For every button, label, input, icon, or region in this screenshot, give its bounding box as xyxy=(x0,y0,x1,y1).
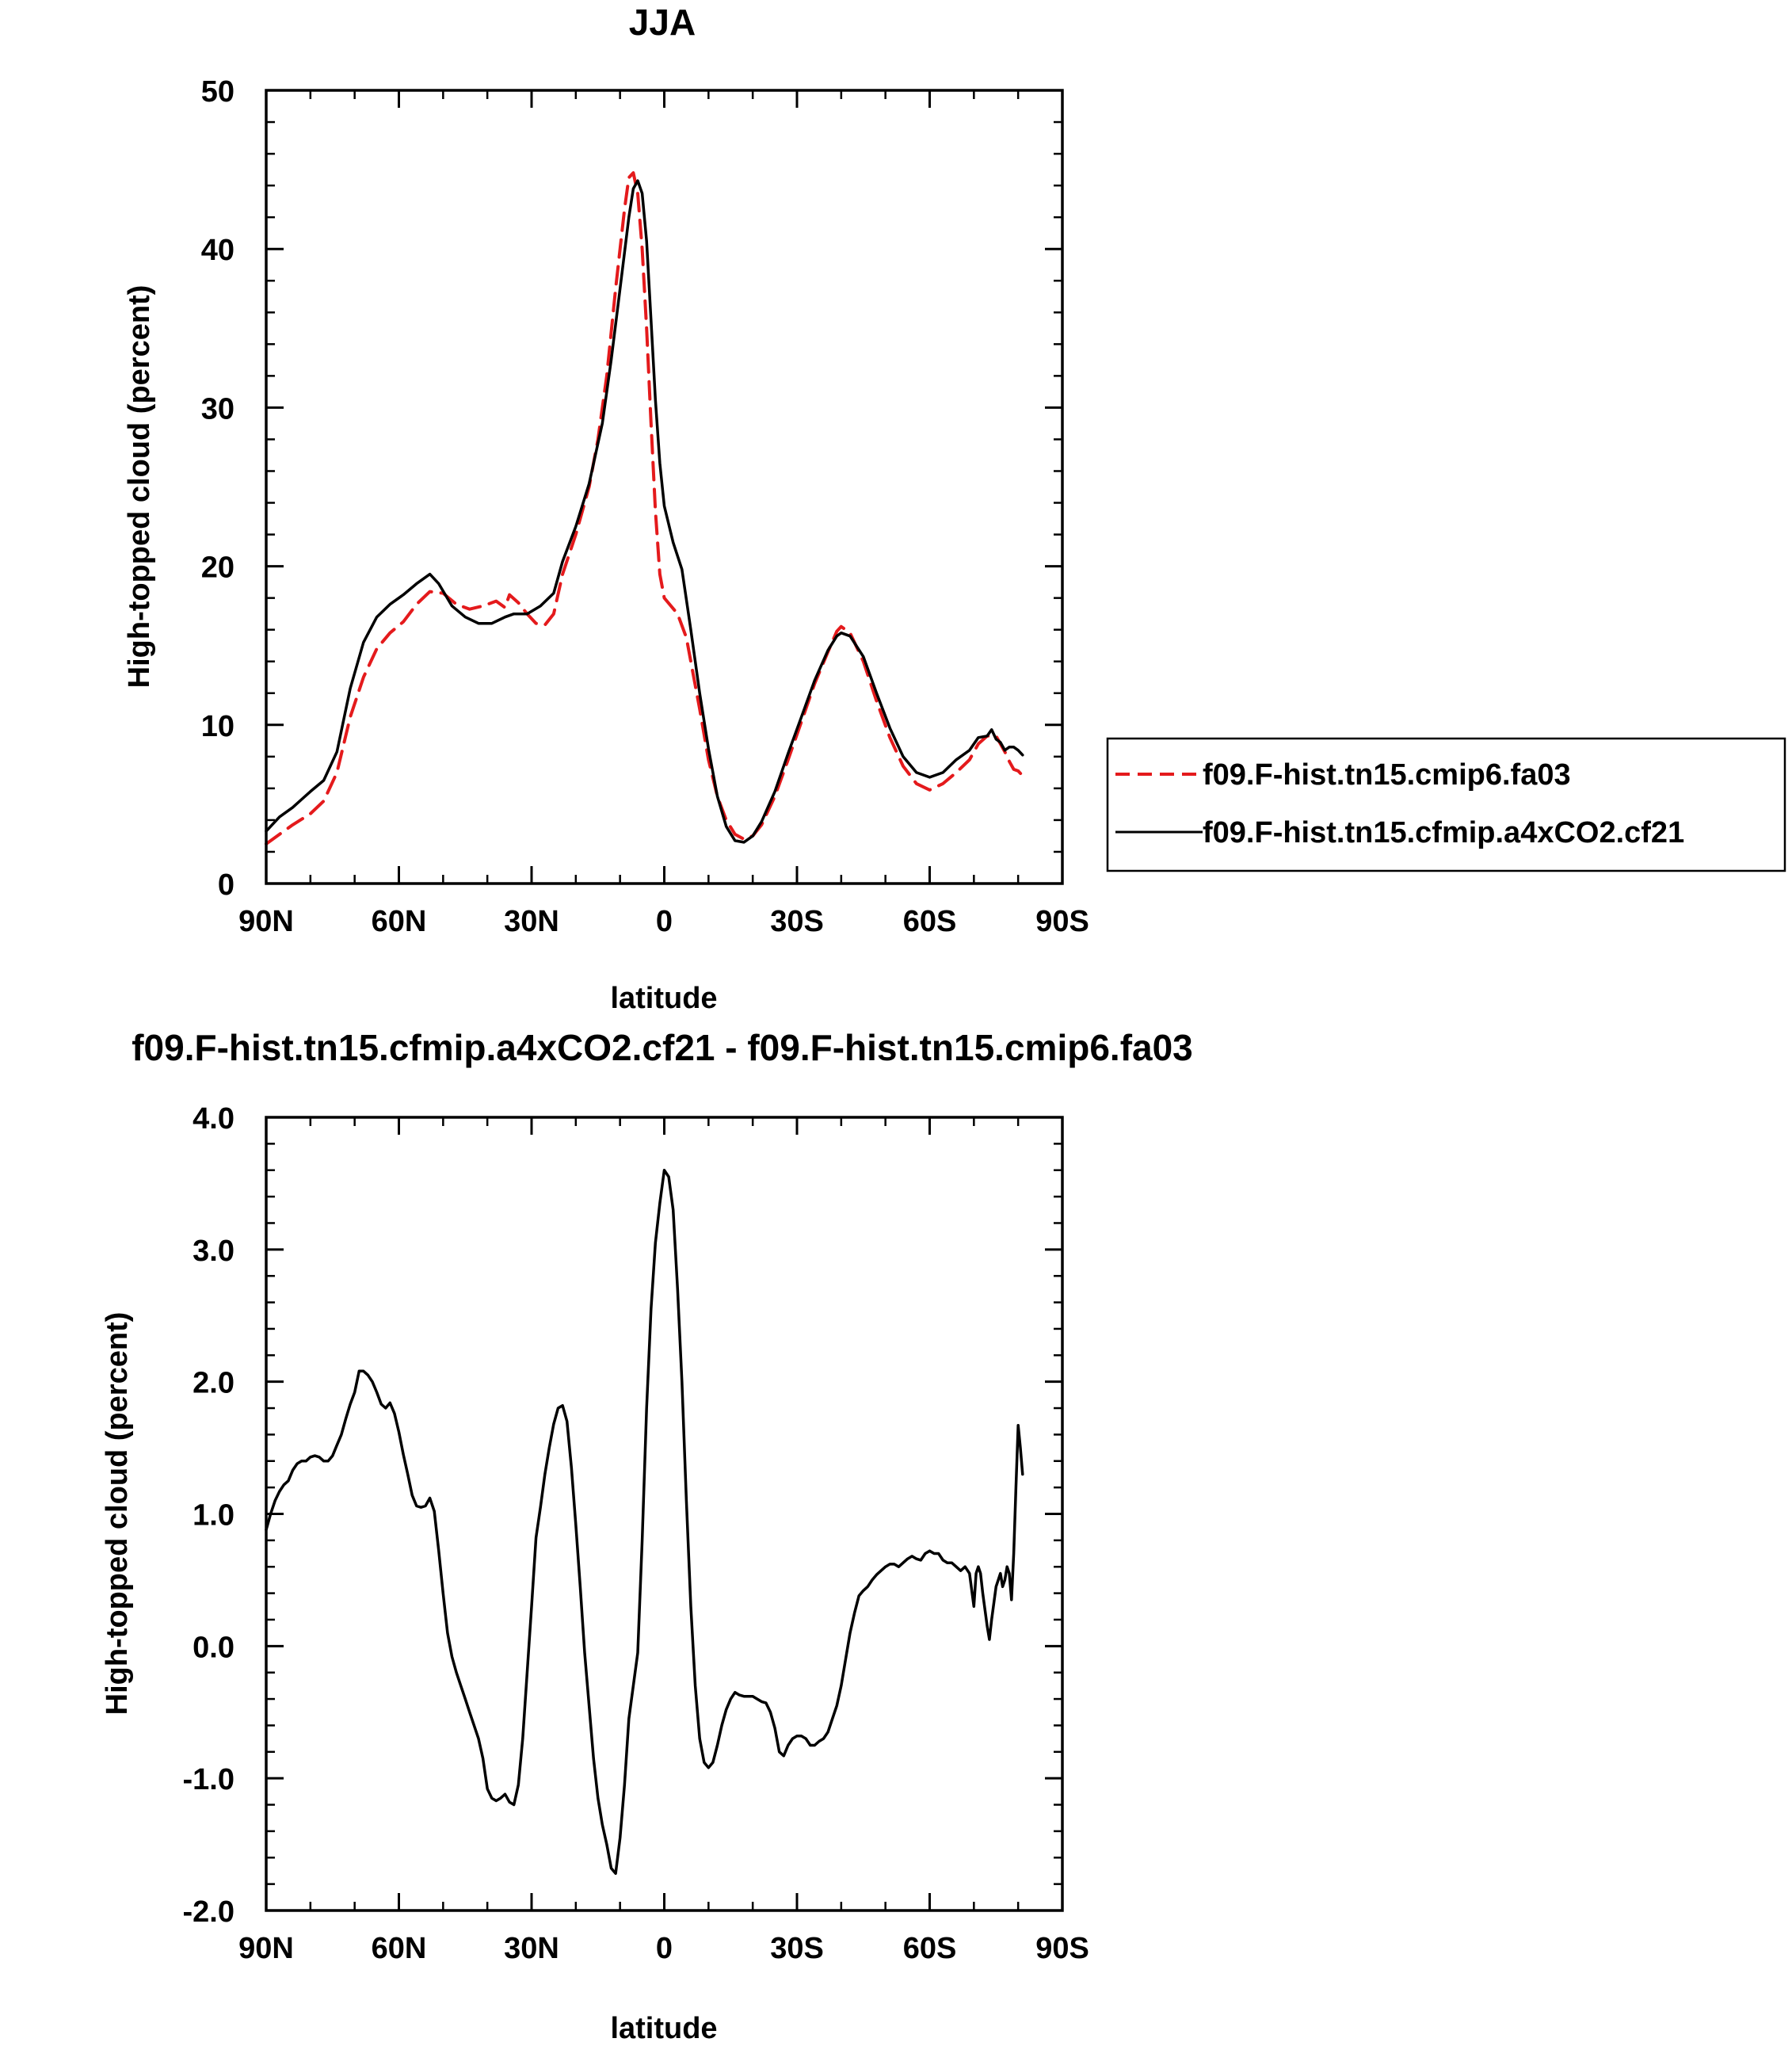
series-line-1-0 xyxy=(265,1168,1024,1876)
legend-label-cf21: f09.F-hist.tn15.cfmip.a4xCO2.cf21 xyxy=(1203,816,1684,849)
x-tick-label: 0 xyxy=(656,1932,673,1965)
top-chart-series xyxy=(265,171,1024,846)
x-tick-label: 30N xyxy=(504,905,559,938)
y-tick-label: 0 xyxy=(218,868,234,902)
bottom-chart-axes: 90N 60N 30N 0 30S 60S 90S -2.0 -1.0 0.0 1.0 2.0 3.0 4… xyxy=(183,1102,1089,1965)
top-chart-legend: f09.F-hist.tn15.cmip6.fa03 f09.F-hist.tn… xyxy=(1106,737,1786,872)
legend-label-fa03: f09.F-hist.tn15.cmip6.fa03 xyxy=(1203,758,1571,792)
series-line-0-0 xyxy=(265,171,1024,846)
bottom-chart-plot-frame xyxy=(265,1116,1064,1912)
y-tick-label: 2.0 xyxy=(193,1367,234,1400)
y-tick-label: 1.0 xyxy=(193,1499,234,1533)
top-chart-plot-frame xyxy=(265,89,1064,885)
y-tick-label: 3.0 xyxy=(193,1235,234,1268)
x-tick-label: 90S xyxy=(1035,905,1089,938)
y-tick-label: 30 xyxy=(201,392,234,426)
x-tick-label: 60N xyxy=(372,1932,427,1965)
y-tick-label: 0.0 xyxy=(193,1631,234,1664)
y-tick-label: -1.0 xyxy=(183,1763,234,1796)
series-line-0-1 xyxy=(265,179,1024,844)
top-chart-title: JJA xyxy=(629,2,696,43)
bottom-chart-panel: f09.F-hist.tn15.cfmip.a4xCO2.cf21 - f09.… xyxy=(101,1027,1193,2045)
y-tick-label: 40 xyxy=(201,234,234,267)
x-tick-label: 60S xyxy=(903,905,957,938)
x-tick-label: 30N xyxy=(504,1932,559,1965)
top-chart-axes: 90N 60N 30N 0 30S 60S 90S 0 10 20 30 40 50 xyxy=(201,75,1089,938)
x-tick-label: 60N xyxy=(372,905,427,938)
x-tick-label: 90N xyxy=(238,1932,294,1965)
y-tick-label: 20 xyxy=(201,552,234,585)
bottom-chart-series xyxy=(265,1168,1024,1876)
top-chart-y-axis-label: High-topped cloud (percent) xyxy=(123,285,156,689)
top-chart-x-axis-label: latitude xyxy=(610,982,717,1015)
y-tick-label: -2.0 xyxy=(183,1895,234,1929)
bottom-chart-x-axis-label: latitude xyxy=(610,2012,717,2045)
y-tick-label: 4.0 xyxy=(193,1102,234,1136)
x-tick-label: 30S xyxy=(770,905,824,938)
x-tick-label: 90S xyxy=(1035,1932,1089,1965)
x-tick-label: 0 xyxy=(656,905,673,938)
legend-box xyxy=(1106,737,1786,872)
bottom-chart-y-axis-label: High-topped cloud (percent) xyxy=(101,1312,134,1716)
x-tick-label: 60S xyxy=(903,1932,957,1965)
bottom-chart-title: f09.F-hist.tn15.cfmip.a4xCO2.cf21 - f09.… xyxy=(132,1027,1193,1068)
x-tick-label: 90N xyxy=(238,905,294,938)
top-chart-panel: JJA 90N 60N 30N 0 30S 60S 90S 0 10 20 30 40 50 latit… xyxy=(123,2,1786,1015)
y-tick-label: 50 xyxy=(201,75,234,109)
x-tick-label: 30S xyxy=(770,1932,824,1965)
y-tick-label: 10 xyxy=(201,710,234,743)
